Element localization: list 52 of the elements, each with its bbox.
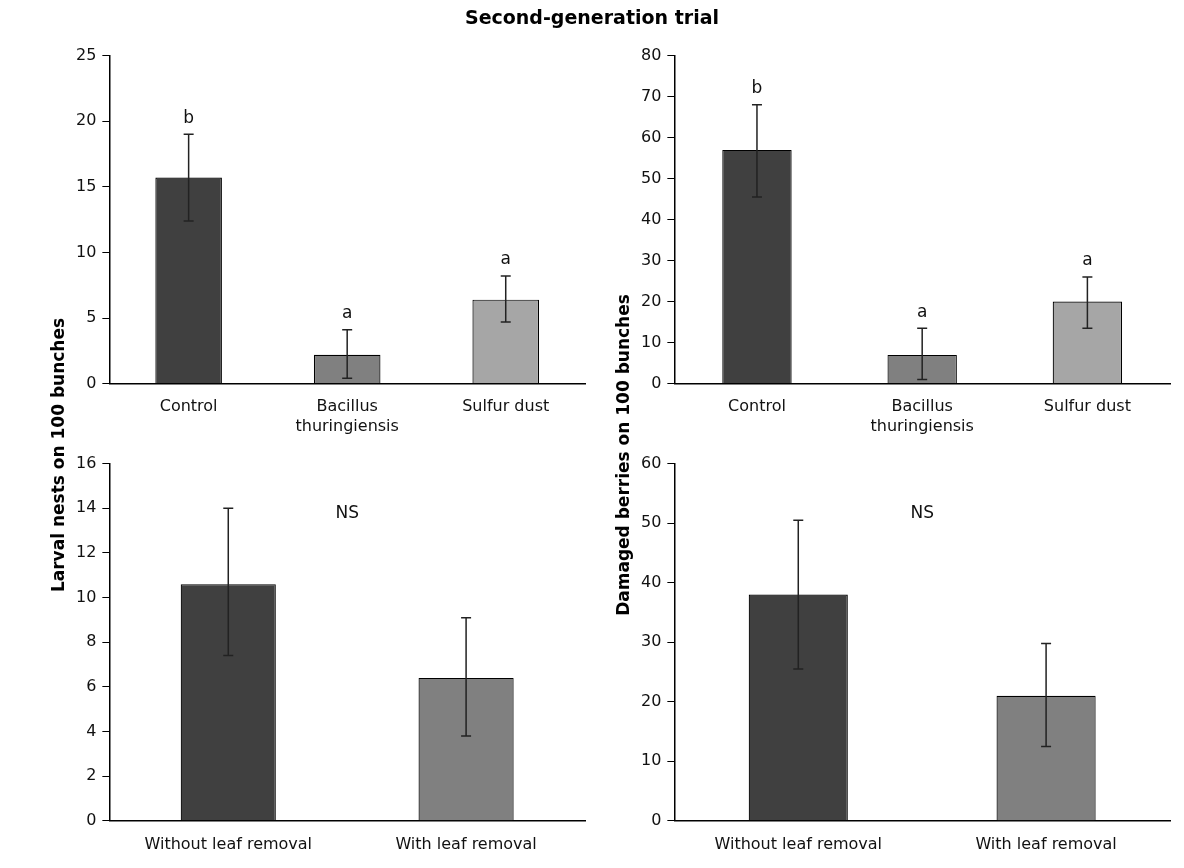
data-label: a — [1082, 249, 1093, 270]
y-tick-label: 80 — [641, 44, 662, 64]
data-label: a — [500, 248, 511, 269]
x-tick-label: Without leaf removal — [144, 833, 313, 853]
y-tick-label: 16 — [76, 452, 97, 472]
y-tick-label: 25 — [76, 44, 97, 64]
y-tick-label: 6 — [86, 676, 97, 696]
y-tick-label: 60 — [641, 452, 662, 472]
y-tick-label: 12 — [76, 542, 97, 562]
y-tick-label: 10 — [76, 586, 97, 606]
data-label: b — [751, 77, 763, 98]
annotation: NS — [335, 502, 359, 523]
y-tick-label: 5 — [86, 307, 97, 327]
y-tick-label: 30 — [641, 249, 662, 269]
y-tick-label: 15 — [76, 175, 97, 195]
data-label: a — [916, 300, 928, 321]
y-tick-label: 20 — [641, 690, 662, 710]
y-tick-label: 4 — [86, 720, 97, 740]
y-tick-label: 2 — [86, 765, 97, 785]
y-tick-label: 10 — [641, 750, 662, 770]
y-tick-label: 8 — [86, 631, 97, 651]
x-tick-label: Without leaf removal — [714, 833, 883, 853]
y-tick-label: 0 — [86, 809, 97, 829]
x-tick-label: Bacillus thuringiensis — [870, 396, 974, 435]
x-tick-label: Sulfur dust — [462, 396, 550, 416]
chart-title: Second-generation trial — [463, 6, 721, 28]
data-label: a — [341, 302, 353, 323]
y-axis-title: Larval nests on 100 bunches — [48, 317, 68, 593]
y-tick-label: 40 — [641, 208, 662, 228]
data-label: b — [183, 106, 195, 127]
y-tick-label: 50 — [641, 512, 662, 532]
y-tick-label: 0 — [651, 809, 662, 829]
y-tick-label: 0 — [651, 372, 662, 392]
annotation: NS — [910, 502, 934, 523]
x-tick-label: With leaf removal — [395, 833, 537, 853]
x-tick-label: Bacillus thuringiensis — [295, 396, 399, 435]
x-tick-label: Control — [728, 396, 786, 416]
y-tick-label: 14 — [76, 497, 97, 517]
y-tick-label: 60 — [641, 126, 662, 146]
y-tick-label: 70 — [641, 85, 662, 105]
x-tick-label: Sulfur dust — [1043, 396, 1131, 416]
y-tick-label: 10 — [641, 331, 662, 351]
x-tick-label: With leaf removal — [975, 833, 1117, 853]
x-tick-label: Control — [159, 396, 218, 416]
y-tick-label: 20 — [76, 110, 97, 130]
y-tick-label: 50 — [641, 167, 662, 187]
y-tick-label: 20 — [641, 290, 662, 310]
y-tick-label: 10 — [76, 241, 97, 261]
y-tick-label: 30 — [641, 631, 662, 651]
y-axis-title: Damaged berries on 100 bunches — [613, 294, 633, 616]
y-tick-label: 40 — [641, 571, 662, 591]
y-tick-label: 0 — [86, 372, 97, 392]
